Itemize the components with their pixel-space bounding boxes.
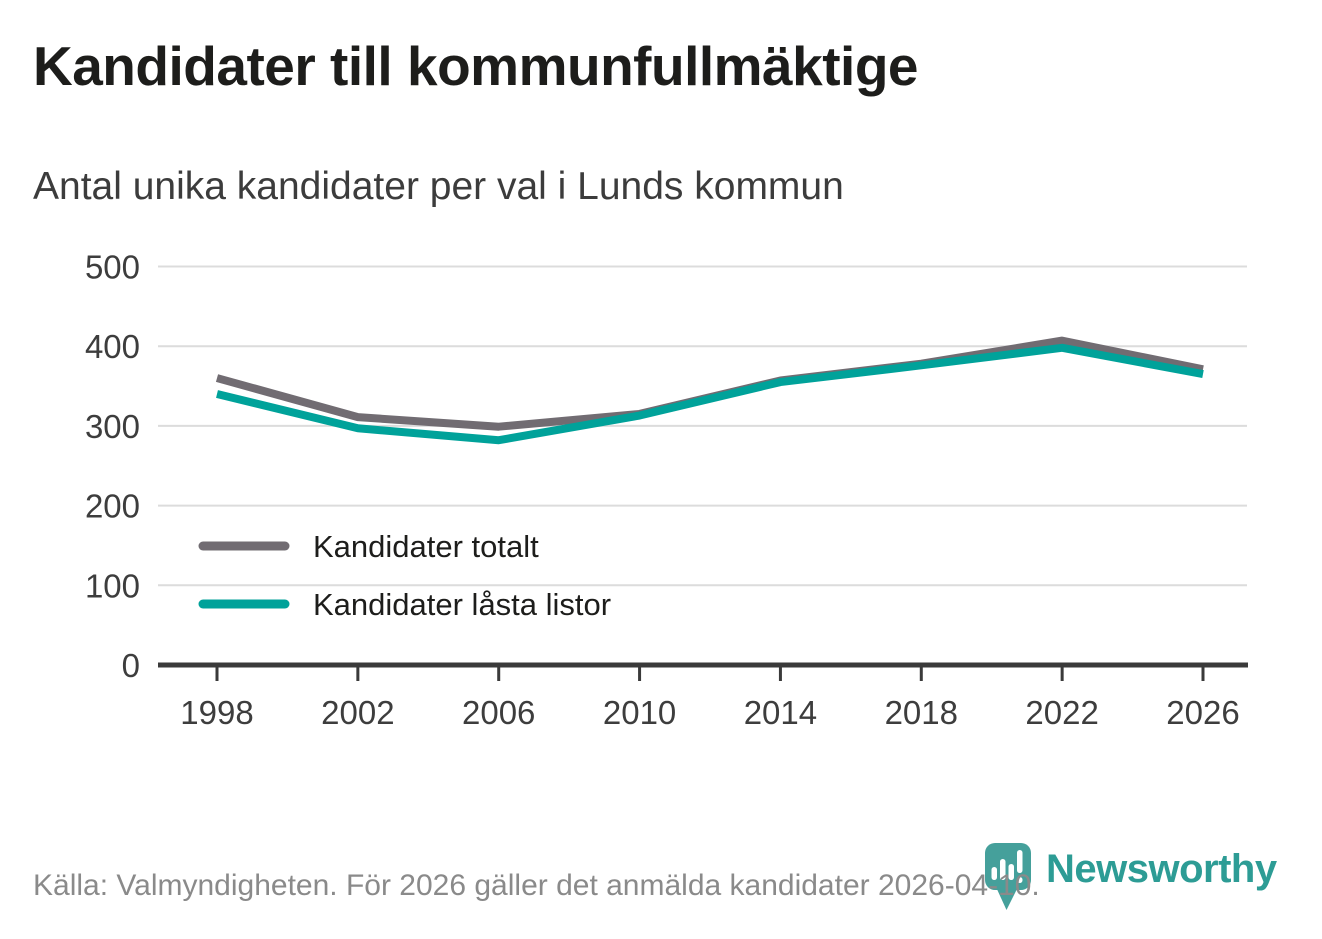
xtick-label-2014: 2014	[744, 694, 817, 731]
xtick-label-1998: 1998	[180, 694, 253, 731]
page-title: Kandidater till kommunfullmäktige	[33, 35, 919, 97]
series-line-kandidater-l-sta-listor	[216, 343, 1204, 445]
xtick-label-2010: 2010	[603, 694, 676, 731]
series-line-kandidater-totalt	[215, 336, 1204, 431]
ytick-label-400: 400	[85, 328, 140, 365]
ytick-label-300: 300	[85, 408, 140, 445]
newsworthy-logo: Newsworthy	[983, 841, 1277, 913]
legend-label-totalt: Kandidater totalt	[313, 529, 539, 564]
bar-chart-map-pin-icon	[985, 843, 1031, 910]
legend-label-lasta-listor: Kandidater låsta listor	[313, 587, 611, 622]
xtick-label-2002: 2002	[321, 694, 394, 731]
xtick-label-2026: 2026	[1166, 694, 1239, 731]
xtick-label-2018: 2018	[885, 694, 958, 731]
newsworthy-wordmark: Newsworthy	[1046, 847, 1277, 891]
ytick-label-200: 200	[85, 488, 140, 525]
pin-bars	[991, 850, 1023, 883]
plot-area: 0 100 200 300 400 500 1998 2002 2006 2010 2014 2018…	[85, 249, 1248, 731]
xtick-label-2022: 2022	[1025, 694, 1098, 731]
page-subtitle: Antal unika kandidater per val i Lunds k…	[33, 165, 844, 208]
xtick-label-2006: 2006	[462, 694, 535, 731]
ytick-label-500: 500	[85, 249, 140, 286]
ytick-label-0: 0	[122, 647, 140, 684]
ytick-label-100: 100	[85, 567, 140, 604]
legend: Kandidater totalt Kandidater låsta listo…	[198, 529, 611, 622]
source-note: Källa: Valmyndigheten. För 2026 gäller d…	[33, 869, 1040, 902]
